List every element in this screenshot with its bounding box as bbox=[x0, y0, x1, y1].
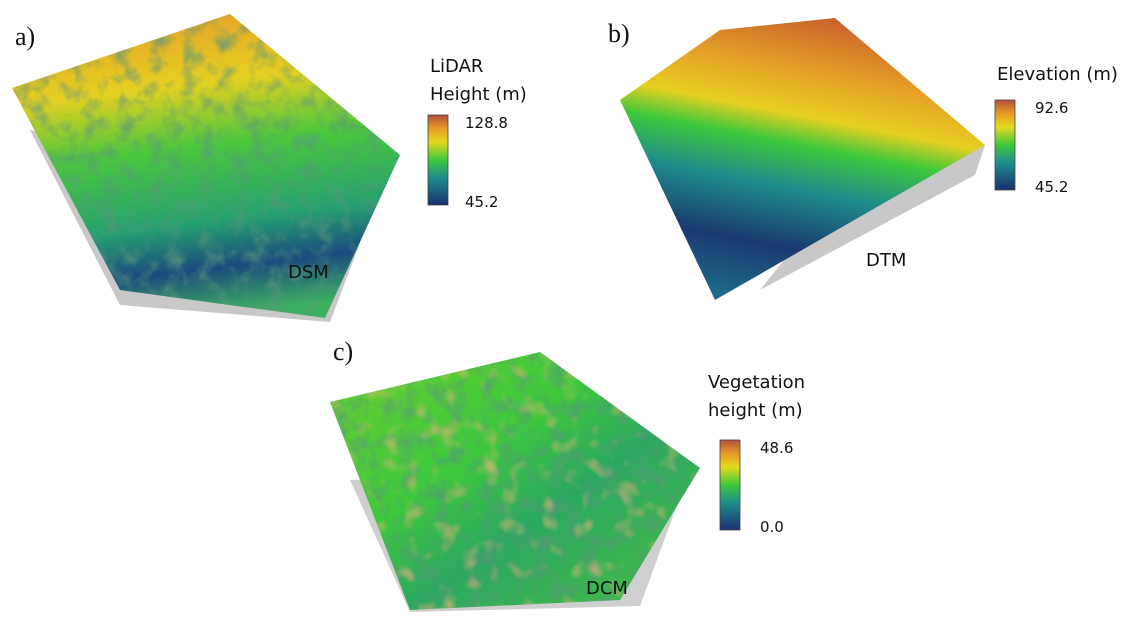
color-bar-min: 45.2 bbox=[465, 193, 498, 211]
panel-name: DCM bbox=[586, 578, 628, 599]
panel-label: a) bbox=[15, 22, 35, 51]
legend-title: LiDAR bbox=[430, 56, 483, 77]
dsm-texture bbox=[0, 0, 420, 330]
panel-label: c) bbox=[333, 337, 353, 366]
legend-title: Vegetation bbox=[708, 372, 805, 393]
legend-title: Elevation (m) bbox=[997, 64, 1118, 85]
color-bar-max: 92.6 bbox=[1035, 99, 1068, 117]
color-bar bbox=[720, 440, 740, 530]
color-bar bbox=[428, 115, 448, 205]
panel-name: DSM bbox=[288, 262, 329, 283]
legend-title: height (m) bbox=[708, 400, 803, 421]
dcm-texture bbox=[320, 340, 710, 620]
legend-title: Height (m) bbox=[430, 84, 527, 105]
color-bar-min: 0.0 bbox=[760, 518, 784, 536]
color-bar-min: 45.2 bbox=[1035, 178, 1068, 196]
color-bar-max: 128.8 bbox=[465, 114, 508, 132]
figure: a) DSM LiDAR Height (m) 128.8 45.2 b) DTM Elevat… bbox=[0, 0, 1146, 623]
panel-name: DTM bbox=[866, 250, 906, 271]
color-bar bbox=[995, 100, 1015, 190]
panel-label: b) bbox=[608, 19, 630, 48]
color-bar-max: 48.6 bbox=[760, 439, 793, 457]
